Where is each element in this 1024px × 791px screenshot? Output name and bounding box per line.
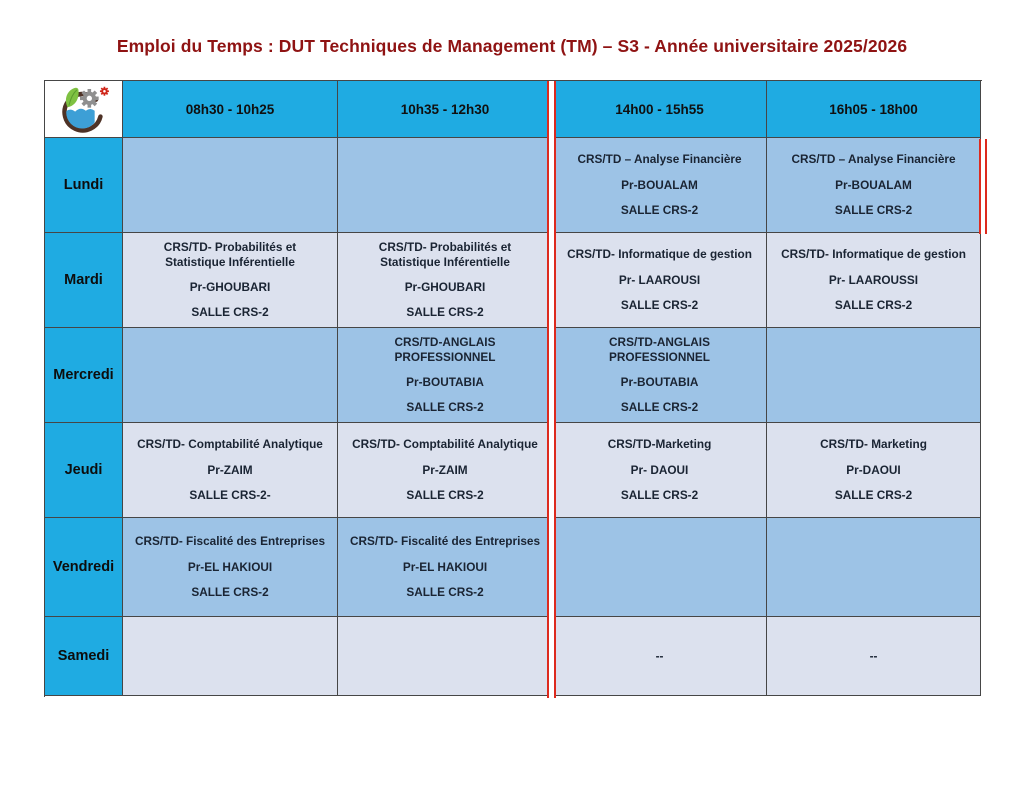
- course-professor: Pr-EL HAKIOUI: [402, 559, 488, 574]
- course-professor: Pr-ZAIM: [422, 462, 468, 477]
- course-cell-jeudi-1605: CRS/TD- Marketing Pr-DAOUI SALLE CRS-2: [767, 423, 981, 518]
- course-professor: Pr-BOUALAM: [621, 177, 698, 192]
- day-label-mercredi: Mercredi: [45, 328, 123, 423]
- course-room: SALLE CRS-2: [834, 488, 913, 503]
- course-room: SALLE CRS-2: [834, 203, 913, 218]
- course-cell-jeudi-1400: CRS/TD-Marketing Pr- DAOUI SALLE CRS-2: [553, 423, 767, 518]
- timeslot-header-1400: 14h00 - 15h55: [553, 81, 767, 138]
- timetable-grid: 08h30 - 10h25 10h35 - 12h30 14h00 - 15h5…: [44, 80, 987, 698]
- lundi-right-edge-marker-line: [979, 139, 987, 234]
- course-cell-jeudi-1035: CRS/TD- Comptabilité Analytique Pr-ZAIM …: [338, 423, 553, 518]
- course-title: CRS/TD- Fiscalité des Entreprises: [134, 534, 326, 549]
- course-professor: Pr-GHOUBARI: [404, 280, 486, 294]
- course-professor: Pr-BOUTABIA: [620, 375, 699, 389]
- course-title: CRS/TD-Marketing: [607, 437, 712, 452]
- course-room: SALLE CRS-2-: [189, 488, 271, 503]
- course-cell-mercredi-1035: CRS/TD-ANGLAIS PROFESSIONNEL Pr-BOUTABIA…: [338, 328, 553, 423]
- course-cell-vendredi-1605: [767, 518, 981, 617]
- course-cell-lundi-1605: CRS/TD – Analyse Financière Pr-BOUALAM S…: [767, 138, 981, 233]
- timeslot-header-1605: 16h05 - 18h00: [767, 81, 981, 138]
- course-title: CRS/TD- Informatique de gestion: [567, 247, 752, 262]
- course-title: CRS/TD- Probabilités et Statistique Infé…: [378, 240, 512, 269]
- course-cell-samedi-1035: [338, 617, 553, 696]
- course-room: SALLE CRS-2: [620, 400, 699, 415]
- course-title: CRS/TD- Fiscalité des Entreprises: [349, 534, 541, 549]
- course-professor: Pr-EL HAKIOUI: [187, 559, 273, 574]
- course-professor: Pr-BOUTABIA: [406, 375, 484, 389]
- school-logo-cell: [45, 81, 123, 138]
- timeslot-header-1035: 10h35 - 12h30: [338, 81, 553, 138]
- course-room: SALLE CRS-2: [406, 488, 484, 503]
- course-professor: Pr- LAAROUSI: [618, 272, 701, 287]
- logo-leaf: [65, 87, 79, 108]
- course-cell-samedi-1400: --: [553, 617, 767, 696]
- course-professor: Pr- LAAROUSSI: [828, 272, 919, 287]
- course-cell-mardi-1605: CRS/TD- Informatique de gestion Pr- LAAR…: [767, 233, 981, 328]
- course-cell-vendredi-1035: CRS/TD- Fiscalité des Entreprises Pr-EL …: [338, 518, 553, 617]
- course-cell-mardi-0830: CRS/TD- Probabilités et Statistique Infé…: [123, 233, 338, 328]
- day-label-lundi: Lundi: [45, 138, 123, 233]
- course-professor: Pr-ZAIM: [207, 462, 253, 477]
- course-professor: Pr- DAOUI: [630, 462, 689, 477]
- course-cell-mardi-1400: CRS/TD- Informatique de gestion Pr- LAAR…: [553, 233, 767, 328]
- course-cell-mardi-1035: CRS/TD- Probabilités et Statistique Infé…: [338, 233, 553, 328]
- course-cell-lundi-0830: [123, 138, 338, 233]
- course-room: SALLE CRS-2: [406, 400, 484, 415]
- course-cell-vendredi-0830: CRS/TD- Fiscalité des Entreprises Pr-EL …: [123, 518, 338, 617]
- course-title: CRS/TD- Probabilités et Statistique Infé…: [163, 240, 297, 269]
- course-professor: Pr-GHOUBARI: [189, 280, 271, 294]
- course-room: SALLE CRS-2: [620, 298, 699, 313]
- course-title: CRS/TD- Comptabilité Analytique: [137, 437, 323, 452]
- course-cell-jeudi-0830: CRS/TD- Comptabilité Analytique Pr-ZAIM …: [123, 423, 338, 518]
- day-label-jeudi: Jeudi: [45, 423, 123, 518]
- course-title: CRS/TD- Marketing: [820, 437, 927, 452]
- course-cell-mercredi-1400: CRS/TD-ANGLAIS PROFESSIONNEL Pr-BOUTABIA…: [553, 328, 767, 423]
- course-cell-lundi-1400: CRS/TD – Analyse Financière Pr-BOUALAM S…: [553, 138, 767, 233]
- course-cell-mercredi-1605: [767, 328, 981, 423]
- course-room: SALLE CRS-2: [620, 488, 699, 503]
- course-title: CRS/TD- Comptabilité Analytique: [352, 437, 538, 452]
- course-title: CRS/TD – Analyse Financière: [791, 152, 956, 167]
- day-label-vendredi: Vendredi: [45, 518, 123, 617]
- course-cell-samedi-1605: --: [767, 617, 981, 696]
- course-cell-samedi-0830: [123, 617, 338, 696]
- course-cell-vendredi-1400: [553, 518, 767, 617]
- logo-small-red-gear-icon: [99, 86, 109, 96]
- course-room: SALLE CRS-2: [406, 305, 484, 320]
- logo-gear-icon: [79, 89, 99, 108]
- timeslot-header-0830: 08h30 - 10h25: [123, 81, 338, 138]
- course-room: SALLE CRS-2: [620, 203, 699, 218]
- course-professor: Pr-BOUALAM: [835, 177, 912, 192]
- day-label-mardi: Mardi: [45, 233, 123, 328]
- course-room: SALLE CRS-2: [191, 585, 269, 600]
- school-logo-icon: [61, 86, 109, 133]
- course-title: --: [869, 648, 878, 663]
- course-room: SALLE CRS-2: [834, 298, 913, 313]
- course-title: --: [655, 648, 664, 663]
- course-title: CRS/TD-ANGLAIS PROFESSIONNEL: [609, 335, 710, 364]
- day-label-samedi: Samedi: [45, 617, 123, 696]
- course-cell-mercredi-0830: [123, 328, 338, 423]
- course-room: SALLE CRS-2: [406, 585, 484, 600]
- lunch-break-divider-line: [547, 81, 556, 698]
- course-cell-lundi-1035: [338, 138, 553, 233]
- course-title: CRS/TD- Informatique de gestion: [781, 247, 966, 262]
- course-title: CRS/TD – Analyse Financière: [577, 152, 742, 167]
- page-title: Emploi du Temps : DUT Techniques de Mana…: [116, 36, 908, 56]
- course-title: CRS/TD-ANGLAIS PROFESSIONNEL: [394, 335, 496, 364]
- course-professor: Pr-DAOUI: [846, 462, 901, 477]
- course-room: SALLE CRS-2: [191, 305, 269, 320]
